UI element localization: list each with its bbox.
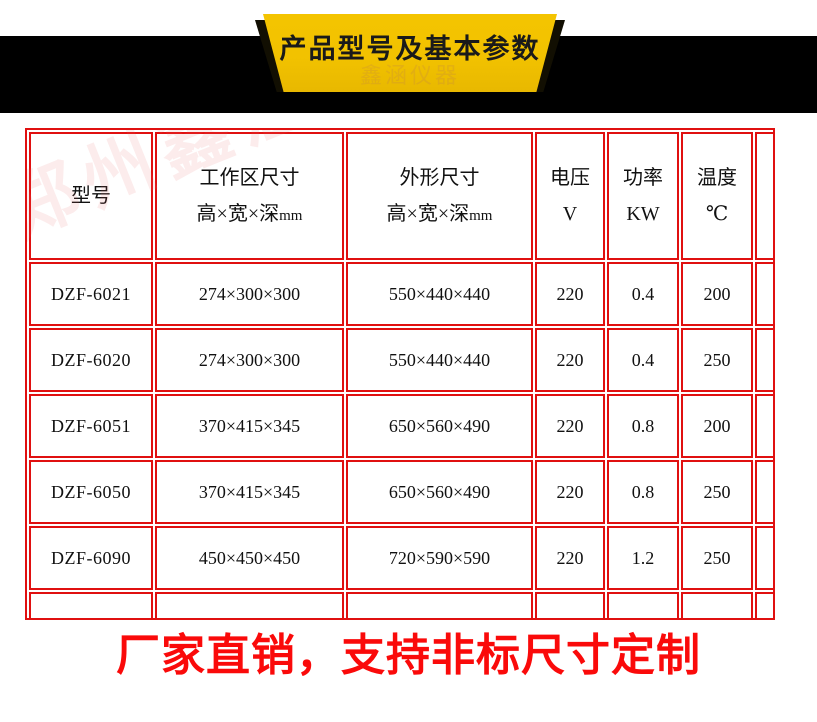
cell-outer-size: 650×560×490 <box>346 460 533 524</box>
cell-liner-material: 碳钢 <box>755 394 773 458</box>
cell-model: DZF-6210 <box>29 592 153 618</box>
table-row: DZF-6210600×560×640880×690×6802202.1250不… <box>29 592 773 618</box>
banner-ribbon: 产品型号及基本参数 鑫涵仪器 <box>255 14 565 92</box>
cell-work-size: 600×560×640 <box>155 592 344 618</box>
cell-outer-size: 550×440×440 <box>346 328 533 392</box>
cell-liner-material: 不锈钢 <box>755 460 773 524</box>
cell-liner-material: 不锈钢 <box>755 328 773 392</box>
column-header-liner-material: 内胆材 质 <box>755 132 773 260</box>
column-header-work-size: 工作区尺寸 高×宽×深mm <box>155 132 344 260</box>
cell-outer-size: 720×590×590 <box>346 526 533 590</box>
column-header-outer-size: 外形尺寸 高×宽×深mm <box>346 132 533 260</box>
cell-liner-material: 碳钢 <box>755 262 773 326</box>
cell-model: DZF-6020 <box>29 328 153 392</box>
cell-temperature: 250 <box>681 460 753 524</box>
cell-work-size: 370×415×345 <box>155 394 344 458</box>
cell-temperature: 250 <box>681 328 753 392</box>
spec-table-container: 郑州鑫涵仪器设备有限公司 型号 工作区尺寸 高×宽×深mm 外形尺寸 高×宽×深… <box>25 128 775 620</box>
cell-work-size: 274×300×300 <box>155 328 344 392</box>
column-header-voltage: 电压 V <box>535 132 605 260</box>
cell-liner-material: 不锈钢 <box>755 526 773 590</box>
cell-model: DZF-6051 <box>29 394 153 458</box>
column-header-model: 型号 <box>29 132 153 260</box>
cell-temperature: 250 <box>681 592 753 618</box>
cell-model: DZF-6090 <box>29 526 153 590</box>
ribbon-face: 产品型号及基本参数 <box>263 14 557 92</box>
table-header-row: 型号 工作区尺寸 高×宽×深mm 外形尺寸 高×宽×深mm 电压 V 功率 KW <box>29 132 773 260</box>
header-banner: 产品型号及基本参数 鑫涵仪器 <box>0 0 817 113</box>
page-title: 产品型号及基本参数 <box>279 33 541 64</box>
cell-power: 2.1 <box>607 592 679 618</box>
table-row: DZF-6050370×415×345650×560×4902200.8250不… <box>29 460 773 524</box>
cell-power: 0.8 <box>607 394 679 458</box>
spec-table: 型号 工作区尺寸 高×宽×深mm 外形尺寸 高×宽×深mm 电压 V 功率 KW <box>27 130 773 618</box>
column-header-temperature: 温度 ℃ <box>681 132 753 260</box>
cell-liner-material: 不锈钢 <box>755 592 773 618</box>
table-row: DZF-6021274×300×300550×440×4402200.4200碳… <box>29 262 773 326</box>
cell-voltage: 220 <box>535 262 605 326</box>
cell-voltage: 220 <box>535 592 605 618</box>
cell-temperature: 250 <box>681 526 753 590</box>
cell-power: 0.4 <box>607 328 679 392</box>
cell-temperature: 200 <box>681 394 753 458</box>
cell-model: DZF-6021 <box>29 262 153 326</box>
cell-model: DZF-6050 <box>29 460 153 524</box>
table-row: DZF-6020274×300×300550×440×4402200.4250不… <box>29 328 773 392</box>
cell-work-size: 274×300×300 <box>155 262 344 326</box>
cell-voltage: 220 <box>535 460 605 524</box>
cell-power: 0.8 <box>607 460 679 524</box>
cell-voltage: 220 <box>535 526 605 590</box>
cell-power: 0.4 <box>607 262 679 326</box>
table-row: DZF-6051370×415×345650×560×4902200.8200碳… <box>29 394 773 458</box>
cell-power: 1.2 <box>607 526 679 590</box>
table-row: DZF-6090450×450×450720×590×5902201.2250不… <box>29 526 773 590</box>
cell-voltage: 220 <box>535 394 605 458</box>
cell-outer-size: 550×440×440 <box>346 262 533 326</box>
cell-voltage: 220 <box>535 328 605 392</box>
cell-work-size: 450×450×450 <box>155 526 344 590</box>
cell-temperature: 200 <box>681 262 753 326</box>
cell-outer-size: 650×560×490 <box>346 394 533 458</box>
column-header-power: 功率 KW <box>607 132 679 260</box>
cell-work-size: 370×415×345 <box>155 460 344 524</box>
cell-outer-size: 880×690×680 <box>346 592 533 618</box>
footer-slogan: 厂家直销，支持非标尺寸定制 <box>116 631 701 680</box>
